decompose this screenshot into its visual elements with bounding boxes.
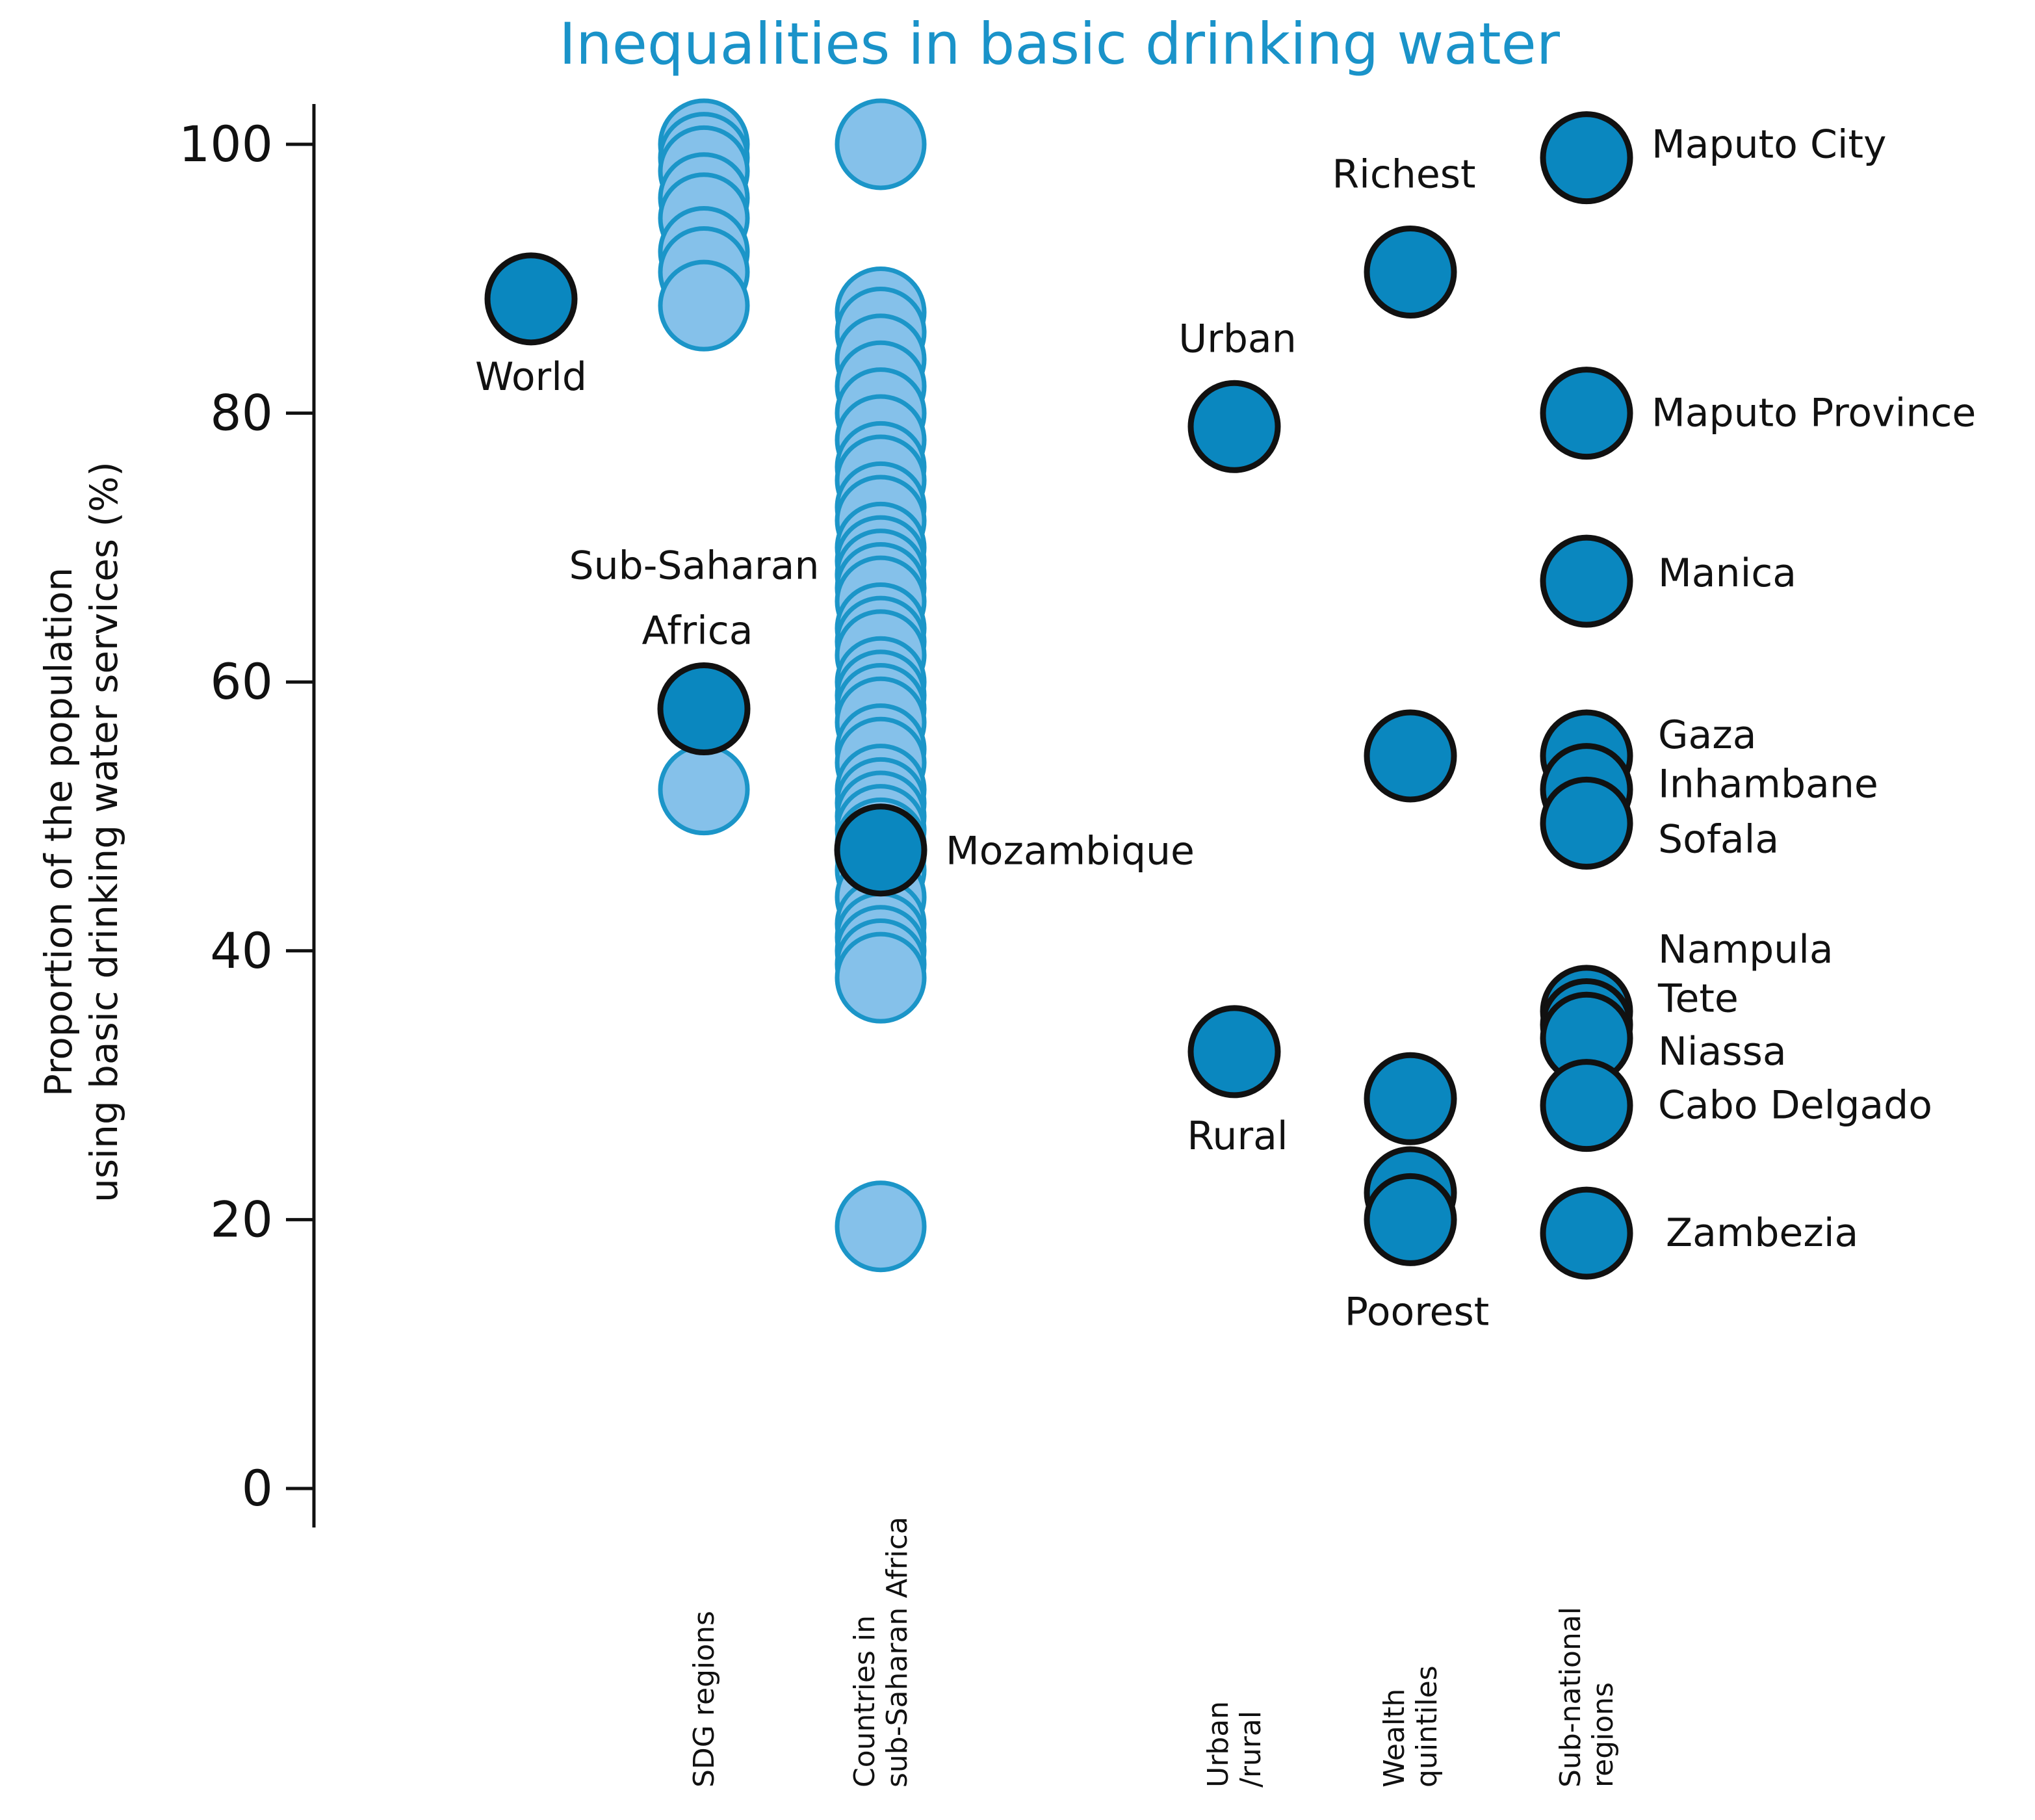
point-sdg <box>658 259 750 352</box>
annotation-label: World <box>475 354 587 400</box>
highlight-point-urbanrural <box>1187 1005 1281 1098</box>
category-label-countries: Countries in sub-Saharan Africa <box>848 1516 914 1788</box>
point-countries <box>835 1180 927 1273</box>
category-label-line: sub-Saharan Africa <box>881 1516 914 1788</box>
y-tick-label: 100 <box>179 115 273 173</box>
annotation-label: Mozambique <box>946 829 1195 874</box>
y-tick-label: 20 <box>210 1190 273 1248</box>
highlight-points <box>484 111 1633 1280</box>
y-tick-label: 60 <box>210 653 273 710</box>
annotation-label: Sofala <box>1658 816 1779 862</box>
highlight-point-subnational <box>1540 111 1633 205</box>
annotation-label: Nampula <box>1658 927 1834 972</box>
annotation-label: Zambezia <box>1666 1210 1858 1256</box>
category-label-line: Sub-national <box>1554 1607 1587 1788</box>
annotation-label: Poorest <box>1345 1289 1490 1334</box>
point-countries <box>835 98 927 190</box>
highlight-point-subnational <box>1540 367 1633 460</box>
category-label-line: SDG regions <box>688 1611 721 1788</box>
point-countries <box>835 931 927 1024</box>
y-axis-label-line-1: Proportion of the population <box>36 567 81 1097</box>
highlight-point-wealth <box>1364 709 1457 803</box>
y-tick-label: 0 <box>242 1459 273 1517</box>
y-axis-ticks: 0 20 40 60 80 100 <box>179 115 314 1517</box>
category-label-line: Wealth <box>1378 1689 1411 1788</box>
annotation-label: Manica <box>1658 551 1796 596</box>
highlight-point-subnational <box>1540 776 1633 870</box>
highlight-point-sdg <box>657 662 751 756</box>
highlight-point-world <box>484 252 578 346</box>
category-label-urbanrural: Urban/rural <box>1202 1701 1267 1788</box>
category-labels: SDG regions Countries in sub-Saharan Afric… <box>688 1516 1620 1788</box>
highlight-point-wealth <box>1364 225 1457 318</box>
y-axis-label-line-2: using basic drinking water services (%) <box>82 462 126 1202</box>
highlight-point-wealth <box>1364 1052 1457 1145</box>
y-tick-label: 40 <box>210 922 273 980</box>
annotation-label: Cabo Delgado <box>1658 1083 1932 1128</box>
highlight-point-subnational <box>1540 534 1633 628</box>
highlight-point-urbanrural <box>1187 380 1281 473</box>
category-label-wealth: Wealth quintiles <box>1378 1665 1444 1788</box>
highlight-point-countries <box>834 803 927 897</box>
category-label-subnational: Sub-national regions <box>1554 1607 1620 1788</box>
highlight-point-subnational <box>1540 1059 1633 1152</box>
highlight-point-subnational <box>1540 1186 1633 1280</box>
annotation-label: Rural <box>1187 1113 1288 1159</box>
annotation-label: Maputo City <box>1652 122 1887 168</box>
annotation-label: Africa <box>642 608 753 654</box>
annotation-label: Sub-Saharan <box>569 543 820 589</box>
chart-title: Inequalities in basic drinking water <box>559 10 1561 77</box>
highlight-point-wealth <box>1364 1173 1457 1266</box>
y-axis-label: Proportion of the population using basic… <box>36 462 126 1202</box>
category-label-line: /rural <box>1234 1711 1267 1788</box>
category-label-line: quintiles <box>1410 1665 1444 1788</box>
annotation-label: Maputo Province <box>1652 391 1976 436</box>
category-label-line: regions <box>1587 1682 1620 1788</box>
category-label-line: Urban <box>1202 1701 1235 1788</box>
annotation-label: Urban <box>1178 316 1296 361</box>
annotation-label: Tete <box>1657 976 1739 1022</box>
point-sdg <box>658 744 750 836</box>
category-label-line: Countries in <box>848 1615 881 1788</box>
y-tick-label: 80 <box>210 384 273 442</box>
annotation-label: Inhambane <box>1658 762 1878 807</box>
category-label-sdg: SDG regions <box>688 1611 721 1788</box>
annotations: World Sub-Saharan Africa Mozambique Urban Rur… <box>475 122 1976 1335</box>
annotation-label: Richest <box>1332 151 1475 197</box>
annotation-label: Gaza <box>1658 712 1757 758</box>
annotation-label: Niassa <box>1658 1029 1787 1074</box>
